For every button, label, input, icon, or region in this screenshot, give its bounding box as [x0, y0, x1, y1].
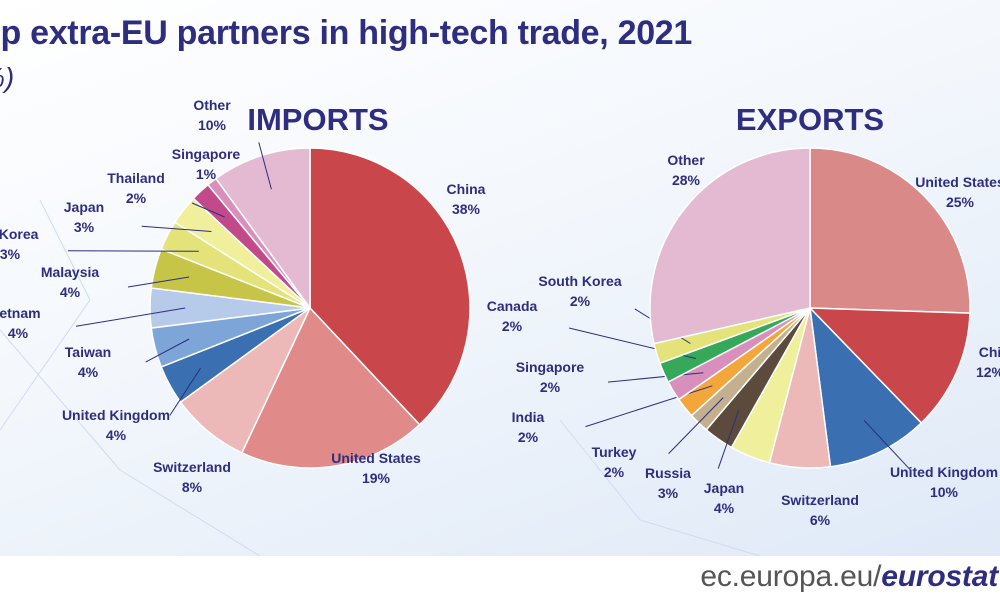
- pie-exports: EXPORTS United States 25% Chi 12% United King…: [487, 102, 1000, 528]
- leader-line-th-korea: [67, 250, 199, 252]
- slice-value-united-kingdom: 10%: [930, 484, 959, 500]
- slice-value-singapore: 2%: [540, 379, 561, 395]
- slice-united-states: [240, 306, 421, 469]
- slice-label-other: Other: [193, 97, 231, 113]
- footer-site: ec.europa.eu/: [700, 560, 882, 593]
- leader-line-russia: [717, 410, 740, 469]
- leader-line-ietnam: [75, 307, 186, 327]
- slice-label-united-states: United States: [331, 450, 421, 466]
- slice-label-japan: Japan: [64, 199, 104, 215]
- slice-label-china: China: [447, 181, 486, 197]
- slice-value-other: 28%: [672, 172, 701, 188]
- slice-label-canada: Canada: [487, 298, 538, 314]
- slice-label-switzerland: Switzerland: [781, 492, 859, 508]
- footer: [0, 556, 1000, 600]
- slice-label-switzerland: Switzerland: [153, 459, 231, 475]
- slice-united-states: [809, 147, 971, 314]
- slice-label-singapore: Singapore: [516, 359, 585, 375]
- leader-line-india: [585, 385, 713, 428]
- slice-value-china: 38%: [452, 201, 481, 217]
- slice-value-ietnam: 4%: [8, 325, 29, 341]
- slice-label-japan: Japan: [704, 480, 744, 496]
- slice-label-thailand: Thailand: [107, 170, 165, 186]
- slice-value-thailand: 2%: [126, 190, 147, 206]
- leader-line-united-kingdom: [169, 367, 202, 416]
- slice-value-japan: 3%: [74, 219, 95, 235]
- slice-united-kingdom: [808, 305, 923, 468]
- slice-value-russia: 3%: [658, 485, 679, 501]
- slice-value-switzerland: 8%: [182, 479, 203, 495]
- footer-credit: ec.europa.eu/eurostat: [700, 560, 998, 594]
- slice-label-malaysia: Malaysia: [41, 264, 100, 280]
- slice-label-other: Other: [667, 152, 705, 168]
- slice-label-russia: Russia: [645, 465, 691, 481]
- slice-label-taiwan: Taiwan: [65, 344, 111, 360]
- slice-value-singapore: 1%: [196, 166, 217, 182]
- pie-title-exports: EXPORTS: [736, 102, 884, 137]
- leader-line-thailand: [191, 202, 225, 218]
- slice-china: [309, 147, 471, 426]
- slice-value-canada: 2%: [502, 318, 523, 334]
- background-network: [0, 199, 761, 556]
- slice-value-chi: 12%: [976, 364, 1000, 380]
- slice-value-india: 2%: [518, 429, 539, 445]
- slice-label-united-states: United States: [915, 174, 1000, 190]
- slice-chi: [808, 307, 971, 425]
- pie-charts: IMPORTS China 38% United States 19% Switzerla…: [0, 97, 1000, 556]
- slice-value-united-kingdom: 4%: [106, 427, 127, 443]
- pie-title-imports: IMPORTS: [247, 102, 388, 137]
- slice-label-united-kingdom: United Kingdom: [890, 464, 998, 480]
- slice-value-united-states: 19%: [362, 470, 391, 486]
- slice-label-india: India: [512, 409, 545, 425]
- leader-line-japan: [141, 225, 212, 232]
- pie-imports: IMPORTS China 38% United States 19% Switzerla…: [0, 97, 486, 495]
- chart-subtitle: %): [0, 62, 15, 93]
- leader-line-taiwan: [145, 338, 190, 363]
- footer-brand: eurostat: [881, 560, 998, 593]
- leader-line-singapore: [607, 372, 704, 383]
- slice-value-japan: 4%: [714, 500, 735, 516]
- slice-value-united-states: 25%: [946, 194, 975, 210]
- leader-line-other: [258, 142, 272, 190]
- slice-label-chi: Chi: [979, 344, 1000, 360]
- slice-other: [649, 147, 811, 345]
- leader-line-united-kingdom: [863, 420, 912, 472]
- leader-line-malaysia: [127, 276, 190, 288]
- slice-label-united-kingdom: United Kingdom: [62, 407, 170, 423]
- leader-line-turkey: [668, 397, 724, 454]
- slice-label-turkey: Turkey: [592, 444, 637, 460]
- slice-value-switzerland: 6%: [810, 512, 831, 528]
- slice-label-th-korea: th Korea: [0, 226, 39, 242]
- slice-value-taiwan: 4%: [78, 364, 99, 380]
- slice-value-th-korea: 3%: [0, 246, 21, 262]
- slice-value-south-korea: 2%: [570, 293, 591, 309]
- slice-value-other: 10%: [198, 117, 227, 133]
- slice-label-singapore: Singapore: [172, 146, 241, 162]
- slice-value-turkey: 2%: [604, 464, 625, 480]
- slice-value-malaysia: 4%: [60, 284, 81, 300]
- slice-label-ietnam: ietnam: [0, 305, 41, 321]
- slice-label-south-korea: South Korea: [538, 273, 621, 289]
- chart-title: op extra-EU partners in high-tech trade,…: [0, 14, 693, 52]
- slice-other: [214, 147, 311, 311]
